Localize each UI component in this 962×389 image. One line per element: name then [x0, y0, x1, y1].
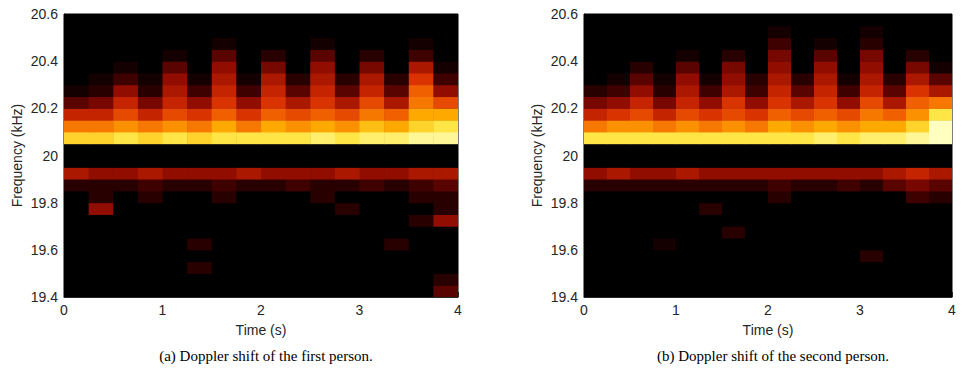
svg-text:20.6: 20.6 [31, 6, 58, 22]
svg-text:2: 2 [764, 302, 772, 318]
svg-text:1: 1 [672, 302, 680, 318]
svg-text:2: 2 [257, 302, 265, 318]
svg-text:20.2: 20.2 [551, 100, 578, 116]
svg-text:0: 0 [580, 302, 588, 318]
svg-text:20: 20 [562, 148, 578, 164]
svg-text:19.6: 19.6 [31, 242, 58, 258]
svg-text:20.2: 20.2 [31, 100, 58, 116]
svg-text:19.6: 19.6 [551, 242, 578, 258]
svg-text:20: 20 [42, 148, 58, 164]
svg-text:3: 3 [356, 302, 364, 318]
svg-text:(b) Doppler shift of the secon: (b) Doppler shift of the second person. [657, 348, 889, 365]
svg-text:4: 4 [454, 302, 462, 318]
svg-text:20.4: 20.4 [31, 53, 58, 69]
svg-text:Frequency (kHz): Frequency (kHz) [529, 104, 545, 207]
svg-text:19.8: 19.8 [31, 195, 58, 211]
svg-text:Frequency (kHz): Frequency (kHz) [9, 104, 25, 207]
svg-text:Time (s): Time (s) [236, 322, 287, 338]
svg-text:1: 1 [159, 302, 167, 318]
svg-text:19.8: 19.8 [551, 195, 578, 211]
svg-text:0: 0 [60, 302, 68, 318]
svg-text:3: 3 [856, 302, 864, 318]
svg-text:19.4: 19.4 [551, 289, 578, 305]
svg-text:19.4: 19.4 [31, 289, 58, 305]
svg-text:20.6: 20.6 [551, 6, 578, 22]
svg-text:(a) Doppler shift of the first: (a) Doppler shift of the first person. [159, 348, 373, 365]
svg-text:4: 4 [948, 302, 956, 318]
svg-text:Time (s): Time (s) [743, 322, 794, 338]
svg-text:20.4: 20.4 [551, 53, 578, 69]
